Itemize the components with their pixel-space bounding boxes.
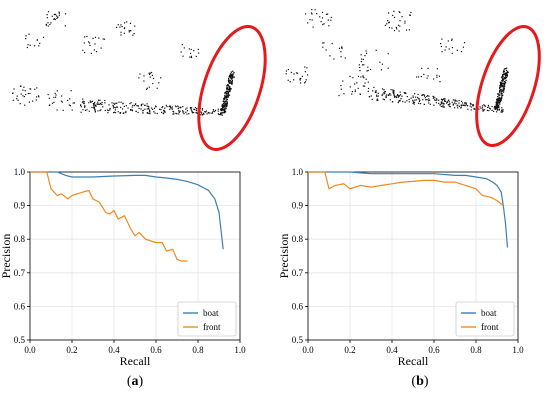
x-tick-label: 0.4: [386, 345, 398, 355]
x-tick-label: 0.2: [66, 345, 77, 355]
plot-frame: [307, 171, 519, 341]
x-tick-label: 0.6: [428, 345, 440, 355]
x-axis-label: Recall: [120, 354, 151, 367]
y-axis-label: Precision: [278, 234, 291, 279]
point-cloud-b: [285, 9, 541, 148]
series-line-front: [30, 171, 188, 262]
x-tick-label: 0.0: [24, 345, 36, 355]
legend-label-front: front: [203, 322, 221, 332]
caption-a-letter: a: [131, 374, 139, 389]
plot-frame: [29, 171, 241, 341]
y-tick-label: 1.0: [292, 167, 304, 177]
x-axis-label: Recall: [398, 354, 429, 367]
x-tick-label: 0.6: [150, 345, 162, 355]
legend-label-boat: boat: [203, 308, 219, 318]
series-line-boat: [30, 171, 224, 250]
y-tick-label: 1.0: [14, 167, 26, 177]
legend-label-front: front: [481, 322, 499, 332]
y-tick-label: 0.9: [292, 201, 304, 211]
point-cloud-points: [285, 9, 509, 113]
y-axis-label: Precision: [0, 234, 13, 279]
pr-chart-a: 0.0 0.2 0.4 0.6 0.8 1.0 0.5 0.6 0.7 0.8 0.9 1.0 Reca…: [0, 167, 246, 367]
y-tick-label: 0.6: [292, 301, 304, 311]
x-tick-label: 0.4: [108, 345, 120, 355]
y-tick-label: 0.7: [292, 268, 304, 278]
x-tick-label: 1.0: [512, 345, 524, 355]
x-tick-label: 0.8: [470, 345, 482, 355]
legend-label-boat: boat: [481, 308, 497, 318]
legend: boat front: [455, 301, 515, 337]
y-tick-label: 0.6: [14, 301, 26, 311]
y-tick-label: 0.8: [292, 234, 304, 244]
y-tick-label: 0.5: [292, 335, 304, 345]
y-tick-label: 0.5: [14, 335, 26, 345]
caption-b: (b): [411, 374, 429, 389]
caption-a: (a): [126, 374, 144, 389]
y-tick-label: 0.7: [14, 268, 26, 278]
y-tick-label: 0.8: [14, 234, 26, 244]
series-line-front: [308, 171, 504, 207]
pr-chart-b: 0.0 0.2 0.4 0.6 0.8 1.0 0.5 0.6 0.7 0.8 0.9 1.0 Reca…: [278, 167, 524, 367]
caption-b-letter: b: [416, 374, 424, 389]
highlight-ellipse: [475, 24, 541, 148]
x-tick-label: 1.0: [234, 345, 246, 355]
series-line-boat: [308, 171, 509, 248]
highlight-ellipse: [197, 25, 267, 151]
point-cloud-points: [12, 11, 235, 116]
y-tick-label: 0.9: [14, 201, 26, 211]
legend: boat front: [177, 301, 237, 337]
x-tick-label: 0.2: [344, 345, 355, 355]
point-cloud-a: [12, 11, 267, 151]
x-tick-label: 0.8: [192, 345, 204, 355]
x-tick-label: 0.0: [302, 345, 314, 355]
